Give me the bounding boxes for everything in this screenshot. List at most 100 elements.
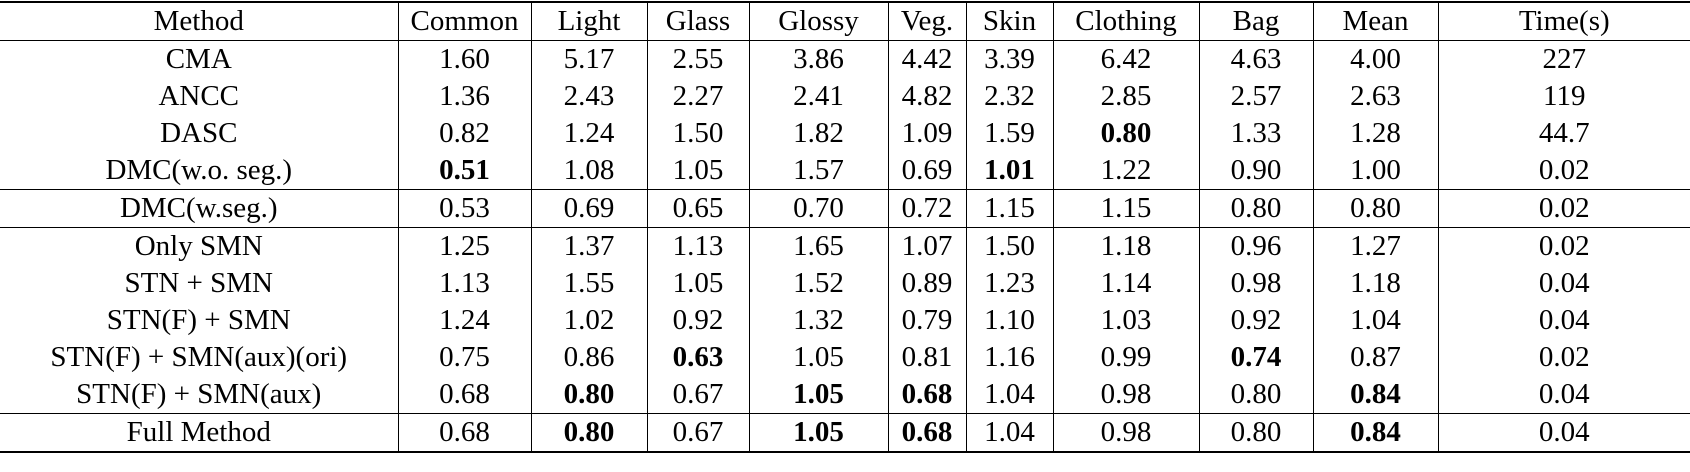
header-cell: Veg. <box>887 2 966 41</box>
value-cell: 1.50 <box>965 227 1053 265</box>
value-cell: 2.85 <box>1052 78 1199 115</box>
value-cell: 1.07 <box>887 227 966 265</box>
value-cell: 0.98 <box>1052 376 1199 414</box>
method-cell: DASC <box>160 117 238 149</box>
value-cell: 1.05 <box>646 152 749 190</box>
table-row: DASC 0.82 1.24 1.50 1.82 1.09 1.59 0.80 1.33 1.28… <box>0 115 1690 152</box>
method-cell: STN(F) + SMN(aux)(ori) <box>50 341 348 373</box>
value-cell: 1.02 <box>530 302 647 339</box>
value-cell: 1.23 <box>965 265 1053 302</box>
header-cell: Common <box>397 2 531 41</box>
value-cell: 0.51 <box>397 152 531 190</box>
value-cell: 0.69 <box>530 189 647 228</box>
value-cell: 0.96 <box>1198 227 1313 265</box>
value-cell: 1.05 <box>646 265 749 302</box>
value-cell: 2.27 <box>646 78 749 115</box>
method-cell: ANCC <box>158 80 240 112</box>
table-row: DMC(w.seg.) 0.53 0.69 0.65 0.70 0.72 1.15 1.15 0… <box>0 189 1690 228</box>
method-cell: STN + SMN <box>124 267 274 299</box>
method-cell: STN(F) + SMN(aux) <box>76 378 322 410</box>
value-cell: 1.15 <box>965 189 1053 228</box>
method-cell: Full Method <box>126 416 271 448</box>
value-cell: 1.18 <box>1312 265 1438 302</box>
value-cell: 0.74 <box>1198 339 1313 376</box>
value-cell: 1.13 <box>646 227 749 265</box>
value-cell: 1.13 <box>397 265 531 302</box>
header-row: Method Common Light Glass Glossy Veg. Skin Clot… <box>0 2 1690 41</box>
table-row: STN(F) + SMN(aux)(ori) 0.75 0.86 0.63 1.05 0.… <box>0 339 1690 376</box>
results-table: Method Common Light Glass Glossy Veg. Skin Clot… <box>0 1 1690 453</box>
value-cell: 1.52 <box>748 265 888 302</box>
value-cell: 0.84 <box>1312 413 1438 452</box>
value-cell: 0.72 <box>887 189 966 228</box>
value-cell: 1.36 <box>397 78 531 115</box>
value-cell: 0.53 <box>397 189 531 228</box>
method-cell: DMC(w.o. seg.) <box>105 154 293 186</box>
value-cell: 1.37 <box>530 227 647 265</box>
row-group: DMC(w.seg.) 0.53 0.69 0.65 0.70 0.72 1.15 1.15 0… <box>0 189 1690 228</box>
value-cell: 0.04 <box>1437 302 1690 339</box>
table-header: Method Common Light Glass Glossy Veg. Skin Clot… <box>0 2 1690 41</box>
value-cell: 1.59 <box>965 115 1053 152</box>
value-cell: 0.99 <box>1052 339 1199 376</box>
value-cell: 0.02 <box>1437 339 1690 376</box>
value-cell: 2.57 <box>1198 78 1313 115</box>
value-cell: 0.68 <box>397 413 531 452</box>
value-cell: 0.02 <box>1437 152 1690 190</box>
value-cell: 1.08 <box>530 152 647 190</box>
value-cell: 1.10 <box>965 302 1053 339</box>
value-cell: 0.65 <box>646 189 749 228</box>
value-cell: 1.00 <box>1312 152 1438 190</box>
value-cell: 1.16 <box>965 339 1053 376</box>
value-cell: 0.80 <box>530 376 647 414</box>
method-cell: DMC(w.seg.) <box>119 192 278 224</box>
value-cell: 3.86 <box>748 40 888 78</box>
value-cell: 0.80 <box>1052 115 1199 152</box>
value-cell: 119 <box>1437 78 1690 115</box>
table-row: ANCC 1.36 2.43 2.27 2.41 4.82 2.32 2.85 2.57 2.63… <box>0 78 1690 115</box>
method-cell: Only SMN <box>134 230 263 262</box>
value-cell: 0.90 <box>1198 152 1313 190</box>
header-cell: Bag <box>1198 2 1313 41</box>
value-cell: 0.80 <box>1198 189 1313 228</box>
value-cell: 1.05 <box>748 413 888 452</box>
value-cell: 0.79 <box>887 302 966 339</box>
value-cell: 0.68 <box>887 376 966 414</box>
value-cell: 0.84 <box>1312 376 1438 414</box>
value-cell: 0.80 <box>1312 189 1438 228</box>
header-cell: Clothing <box>1052 2 1199 41</box>
value-cell: 0.92 <box>646 302 749 339</box>
value-cell: 1.33 <box>1198 115 1313 152</box>
value-cell: 4.00 <box>1312 40 1438 78</box>
header-cell: Glass <box>646 2 749 41</box>
header-cell: Skin <box>965 2 1053 41</box>
value-cell: 0.80 <box>530 413 647 452</box>
value-cell: 1.55 <box>530 265 647 302</box>
table-row: DMC(w.o. seg.) 0.51 1.08 1.05 1.57 0.69 1.01 1.… <box>0 152 1690 190</box>
value-cell: 1.04 <box>1312 302 1438 339</box>
value-cell: 2.55 <box>646 40 749 78</box>
value-cell: 1.22 <box>1052 152 1199 190</box>
row-group: CMA 1.60 5.17 2.55 3.86 4.42 3.39 6.42 4.63 4.00 2… <box>0 40 1690 190</box>
table-row: Only SMN 1.25 1.37 1.13 1.65 1.07 1.50 1.18 0.96… <box>0 227 1690 265</box>
value-cell: 4.42 <box>887 40 966 78</box>
value-cell: 0.87 <box>1312 339 1438 376</box>
value-cell: 0.89 <box>887 265 966 302</box>
value-cell: 1.82 <box>748 115 888 152</box>
value-cell: 1.32 <box>748 302 888 339</box>
table-row: CMA 1.60 5.17 2.55 3.86 4.42 3.39 6.42 4.63 4.00 2… <box>0 40 1690 78</box>
value-cell: 1.28 <box>1312 115 1438 152</box>
value-cell: 1.50 <box>646 115 749 152</box>
row-group: Full Method 0.68 0.80 0.67 1.05 0.68 1.04 0.98 0… <box>0 413 1690 452</box>
value-cell: 1.03 <box>1052 302 1199 339</box>
value-cell: 0.75 <box>397 339 531 376</box>
value-cell: 1.60 <box>397 40 531 78</box>
header-cell: Glossy <box>748 2 888 41</box>
value-cell: 0.68 <box>887 413 966 452</box>
value-cell: 0.04 <box>1437 376 1690 414</box>
table-row: STN + SMN 1.13 1.55 1.05 1.52 0.89 1.23 1.14 0.9… <box>0 265 1690 302</box>
method-cell: STN(F) + SMN <box>106 304 291 336</box>
value-cell: 1.65 <box>748 227 888 265</box>
value-cell: 1.24 <box>397 302 531 339</box>
